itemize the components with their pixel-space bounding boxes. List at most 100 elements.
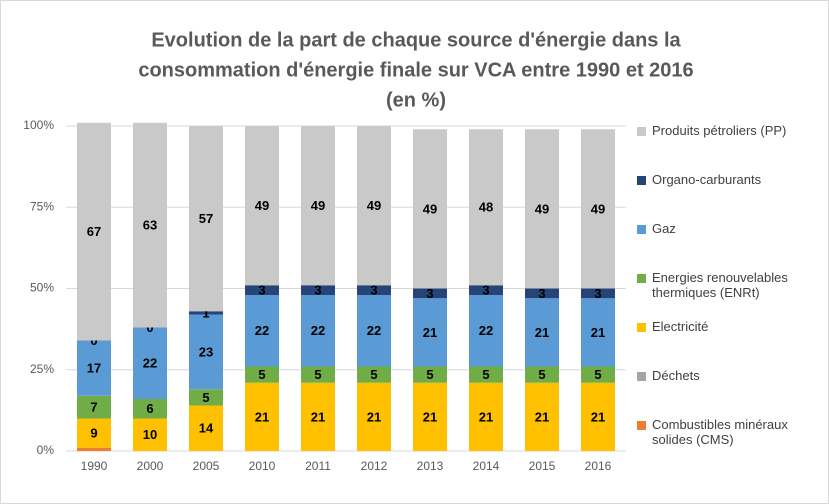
data-label: 22 [479,323,493,338]
data-label: 3 [258,283,265,298]
data-label: 17 [87,361,101,376]
data-label: 3 [426,286,433,301]
data-label: 5 [202,390,209,405]
data-label: 49 [367,198,381,213]
data-label: 49 [255,198,269,213]
bar-segment [301,366,335,383]
data-label: 21 [591,409,605,424]
bar-segment [469,295,503,367]
bar-segment [133,418,167,451]
y-tick-label: 25% [30,362,54,376]
data-label: 5 [482,367,489,382]
legend-label: Combustibles minéraux solides (CMS) [652,417,788,447]
data-label: 22 [255,323,269,338]
bar-segment [581,288,615,299]
bar-segment [525,129,559,289]
bar-segment [301,126,335,286]
chart-title: Evolution de la part de chaque source d'… [151,29,681,51]
data-label: 48 [479,200,493,215]
legend-item: Déchets [637,368,827,417]
chart-title: consommation d'énergie finale sur VCA en… [138,59,693,81]
legend-swatch [637,323,646,332]
bar-segment [357,285,391,295]
bar-segment [133,122,167,328]
bar-segment [581,366,615,383]
data-label: 1 [202,305,209,320]
legend-label: Déchets [652,368,700,383]
bar-segment [469,382,503,451]
x-tick-label: 2010 [249,459,276,473]
bar-segment [77,340,111,396]
legend-label: Electricité [652,319,709,334]
bar-segment [525,366,559,383]
data-label: 21 [535,325,549,340]
data-label: 14 [199,421,214,436]
x-tick-label: 2000 [137,459,164,473]
legend-label: Gaz [652,221,676,236]
bar-segment [301,285,335,295]
data-label: 21 [479,409,493,424]
bar-segment [189,389,223,406]
data-label: 21 [367,409,381,424]
bar-segment [133,327,167,399]
y-tick-label: 75% [30,199,54,213]
legend-item: Energies renouvelables thermiques (ENRt) [637,270,827,319]
bar-segment [469,285,503,295]
x-tick-label: 1990 [81,459,108,473]
bar-segment [525,298,559,367]
bar-segment [357,366,391,383]
x-tick-label: 2016 [585,459,612,473]
y-tick-label: 0% [37,443,55,457]
bar-segment [77,122,111,341]
legend-item: Produits pétroliers (PP) [637,123,827,172]
x-tick-label: 2012 [361,459,388,473]
bar-segment [77,395,111,419]
x-tick-label: 2014 [473,459,500,473]
data-label: 5 [258,367,265,382]
data-label: 67 [87,224,101,239]
data-label: 57 [199,211,213,226]
bar-segment [245,382,279,451]
data-label: 3 [370,283,377,298]
legend-swatch [637,274,646,283]
bar-segment [357,382,391,451]
bar-segment [189,311,223,315]
data-label: 3 [538,286,545,301]
legend-item: Gaz [637,221,827,270]
bar-segment [189,314,223,390]
legend-swatch [637,127,646,136]
data-label: 21 [311,409,325,424]
data-label: 9 [90,426,97,441]
data-label: 21 [423,409,437,424]
data-label: 5 [314,367,321,382]
data-label: 5 [538,367,545,382]
legend-item: Combustibles minéraux solides (CMS) [637,417,827,466]
x-tick-label: 2015 [529,459,556,473]
y-tick-label: 100% [23,118,54,132]
bar-segment [413,382,447,451]
legend: Produits pétroliers (PP) Organo-carburant… [637,123,827,466]
x-tick-label: 2005 [193,459,220,473]
bar-segment [245,295,279,367]
data-label: 6 [146,401,153,416]
data-label: 3 [594,286,601,301]
bar-segment [245,126,279,286]
bar-segment [301,382,335,451]
legend-swatch [637,421,646,430]
data-label: 21 [535,409,549,424]
data-label: 22 [311,323,325,338]
chart-title: (en %) [386,89,446,111]
legend-label: Organo-carburants [652,172,762,187]
bar-segment [189,405,223,451]
data-label: 5 [594,367,601,382]
bar-segment [357,295,391,367]
legend-label: Energies renouvelables thermiques (ENRt) [652,270,788,300]
bar-segment [301,295,335,367]
bar-segment [357,126,391,286]
bar-segment [245,285,279,295]
data-label: 3 [482,283,489,298]
data-label: 49 [311,198,325,213]
data-label: 49 [423,201,437,216]
legend-swatch [637,372,646,381]
